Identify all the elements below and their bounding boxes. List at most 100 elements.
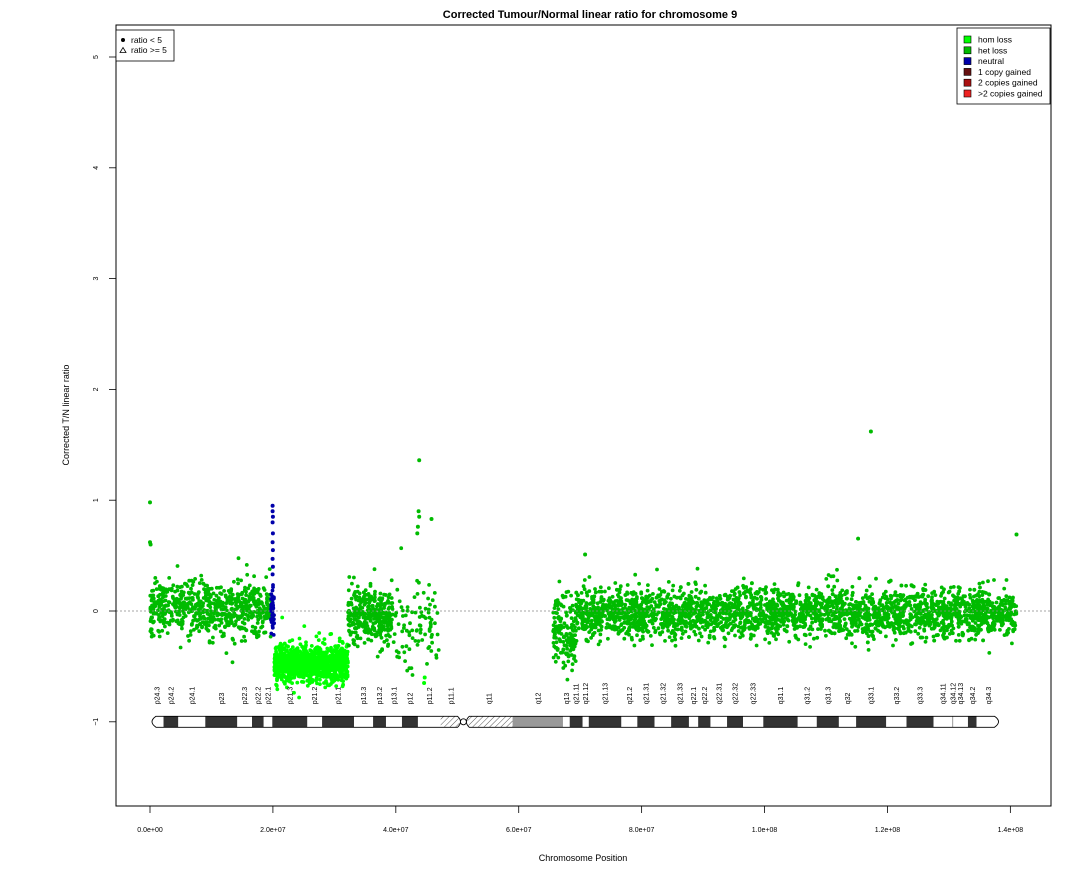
data-point: [192, 592, 197, 596]
data-point: [764, 597, 769, 601]
data-point: [275, 678, 279, 683]
data-point: [408, 621, 412, 626]
data-point: [870, 592, 874, 596]
data-point: [199, 605, 204, 609]
data-point: [204, 596, 209, 601]
data-point: [633, 591, 638, 596]
data-point: [214, 593, 219, 598]
data-point: [375, 602, 380, 606]
data-point: [149, 634, 154, 639]
data-point: [712, 635, 716, 639]
data-point: [347, 575, 352, 579]
data-point: [314, 634, 319, 639]
chart-title: Corrected Tumour/Normal linear ratio for…: [443, 9, 737, 21]
data-point: [363, 593, 367, 597]
data-point: [432, 591, 437, 595]
data-point: [574, 628, 578, 633]
data-point: [320, 656, 325, 661]
data-point: [764, 585, 768, 589]
data-point: [292, 690, 296, 695]
data-point: [352, 575, 356, 580]
data-point: [352, 612, 357, 617]
data-point: [282, 659, 287, 664]
data-point: [383, 593, 387, 597]
data-point: [264, 606, 269, 611]
data-point: [337, 636, 342, 641]
data-point: [233, 600, 238, 604]
data-point: [232, 579, 236, 584]
data-point: [387, 623, 392, 627]
data-point: [209, 610, 214, 615]
data-point: [346, 623, 351, 627]
data-point: [568, 606, 572, 610]
data-point: [554, 624, 559, 629]
data-point: [270, 588, 275, 593]
data-point: [830, 588, 835, 592]
data-point: [708, 629, 713, 634]
data-point: [428, 624, 433, 629]
data-point: [346, 600, 351, 605]
data-point: [824, 633, 828, 638]
data-point: [331, 656, 336, 661]
data-point: [361, 624, 366, 629]
data-point: [662, 607, 666, 611]
data-point: [159, 601, 163, 606]
data-point: [265, 602, 270, 607]
data-point: [625, 583, 630, 587]
data-point: [346, 616, 350, 621]
data-point: [285, 685, 289, 690]
data-point: [573, 659, 578, 663]
data-point: [923, 582, 928, 587]
data-point: [866, 648, 871, 652]
data-point: [570, 622, 574, 627]
data-point: [983, 611, 988, 616]
data-point: [231, 614, 236, 619]
data-point: [949, 619, 954, 624]
data-point: [223, 593, 228, 598]
data-point: [199, 616, 203, 621]
data-point: [639, 590, 644, 595]
data-point: [758, 587, 762, 591]
data-point: [307, 674, 311, 679]
data-point: [322, 673, 327, 678]
data-point: [269, 617, 273, 621]
data-point: [366, 604, 371, 609]
data-point: [358, 620, 363, 625]
data-point: [372, 592, 377, 597]
data-point: [242, 600, 246, 604]
data-point: [174, 619, 179, 623]
data-point: [195, 618, 200, 623]
data-point: [187, 638, 192, 643]
data-point: [399, 605, 404, 609]
data-point: [240, 613, 245, 618]
data-point: [931, 634, 936, 639]
data-point: [160, 591, 165, 596]
data-point: [930, 613, 934, 617]
data-point: [568, 649, 573, 653]
data-point: [901, 624, 905, 629]
data-point: [889, 594, 894, 599]
data-point: [568, 631, 572, 636]
data-point: [246, 586, 251, 591]
data-point: [646, 583, 650, 587]
data-point: [339, 678, 344, 683]
data-point: [673, 643, 678, 648]
data-point: [148, 629, 153, 633]
data-point: [304, 672, 309, 677]
data-point: [803, 633, 808, 638]
data-point: [831, 574, 836, 579]
data-point: [153, 581, 157, 586]
data-point: [228, 591, 232, 595]
data-point: [265, 597, 270, 602]
data-point: [954, 638, 958, 643]
data-point: [255, 621, 260, 625]
data-point: [561, 595, 566, 600]
data-point: [272, 621, 276, 626]
data-point: [200, 625, 204, 630]
data-point: [930, 591, 934, 595]
data-point: [338, 672, 343, 677]
data-point: [998, 628, 1002, 632]
data-point: [363, 611, 368, 616]
data-point: [589, 618, 594, 623]
data-point: [334, 665, 339, 670]
